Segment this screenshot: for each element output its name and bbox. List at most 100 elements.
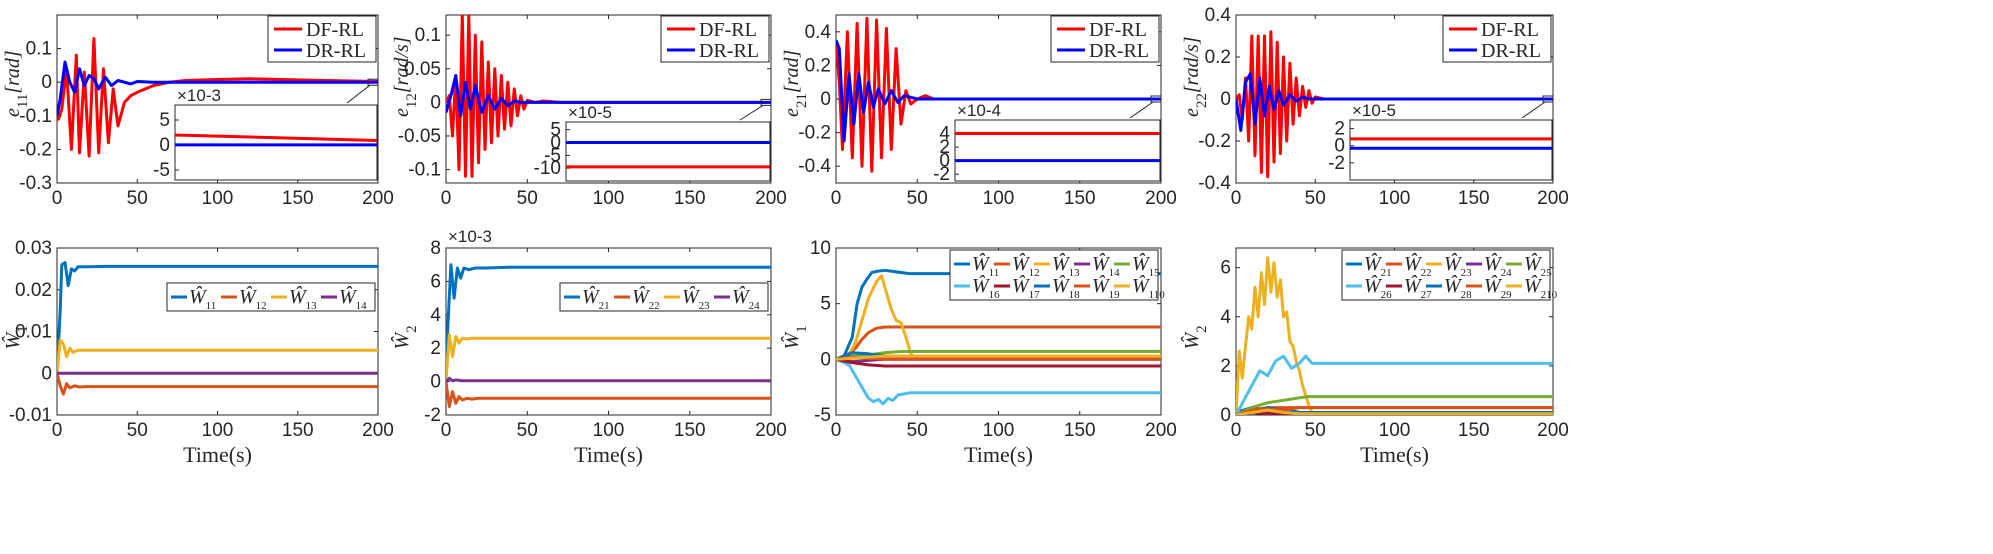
chart-panel-bot4: 0 50 100 150 200 0 2 4 6 Ŵ2 Time(s) Ŵ21 Ŵ22 Ŵ23 Ŵ24 Ŵ25…: [1179, 247, 1569, 467]
legend-box: [660, 15, 770, 63]
inset-frame: [1349, 119, 1553, 181]
legend-entry: Ŵ21: [582, 284, 610, 312]
legend-entry: DR-RL: [306, 40, 366, 62]
y-tick-label: -2: [424, 405, 441, 426]
x-tick-label: 150: [1064, 188, 1096, 209]
x-tick-label: 200: [755, 188, 787, 209]
series-line-13-2: [57, 338, 378, 374]
x-tick-label: 200: [1537, 188, 1569, 209]
series-line-22-1: [446, 381, 771, 409]
y-axis-label: e11[rad]: [2, 50, 31, 117]
x-tick-label: 50: [1305, 420, 1326, 441]
legend-entry: DF-RL: [1089, 19, 1147, 41]
x-tick-label: 50: [517, 188, 538, 209]
y-tick-label: 0.01: [15, 322, 52, 343]
zoom-pointer: [1129, 101, 1154, 119]
inset-y-tick-label: 0: [939, 151, 950, 172]
x-axis-label: Time(s): [183, 442, 252, 467]
x-tick-label: 50: [127, 420, 148, 441]
legend-entry: Ŵ19: [1092, 273, 1120, 301]
x-tick-label: 100: [593, 188, 625, 209]
legend-entry: Ŵ29: [1484, 273, 1512, 301]
x-tick-label: 150: [282, 188, 314, 209]
series-line-21-0: [446, 263, 771, 382]
x-tick-label: 50: [127, 188, 148, 209]
x-tick-label: 150: [282, 420, 314, 441]
y-axis-label: Ŵ2: [1179, 325, 1210, 349]
y-tick-label: -0.3: [19, 173, 52, 194]
legend-entry: DF-RL: [1481, 19, 1539, 41]
zoom-pointer: [1521, 101, 1546, 119]
x-axis-label: Time(s): [574, 442, 643, 467]
y-tick-label: -0.2: [798, 123, 831, 144]
y-tick-label: 0.4: [805, 22, 832, 43]
y-axis-label: e22[rad/s]: [1181, 36, 1210, 117]
series-line-11-0: [836, 268, 1161, 361]
legend-entry: Ŵ26: [1364, 273, 1392, 301]
zoom-pointer: [346, 84, 371, 104]
inset-y-tick-label: 5: [159, 110, 170, 131]
y-tick-label: 5: [820, 294, 831, 315]
zoom-marker: [1542, 95, 1554, 103]
zoom-marker: [367, 78, 379, 86]
legend-entry: DF-RL: [306, 19, 364, 41]
y-tick-label: 0.03: [15, 238, 52, 259]
plot-frame: [56, 247, 379, 416]
legend-box: [1341, 249, 1551, 301]
inset-exponent: ×10-3: [177, 86, 221, 105]
y-axis-label: Ŵ2: [389, 325, 420, 349]
inset-y-tick-label: -5: [153, 160, 170, 181]
inset-y-tick-label: 0: [1334, 136, 1345, 157]
legend-entry: Ŵ15: [1132, 251, 1160, 279]
x-axis-label: Time(s): [964, 442, 1033, 467]
legend-entry: Ŵ28: [1444, 273, 1472, 301]
y-tick-label: 8: [430, 238, 441, 259]
x-tick-label: 50: [517, 420, 538, 441]
y-tick-label: -0.1: [19, 106, 52, 127]
legend-entry: Ŵ210: [1524, 273, 1558, 301]
x-tick-label: 50: [907, 420, 928, 441]
chart-panel-top1: 0 50 100 150 200-0.3-0.2-0.100.1e11[rad]50-5…: [2, 14, 394, 209]
inset-y-tick-label: -5: [544, 145, 561, 166]
legend-box: [1050, 15, 1160, 63]
y-tick-label: 10: [810, 238, 831, 259]
y-tick-label: 4: [1220, 307, 1231, 328]
x-tick-label: 0: [441, 420, 452, 441]
legend-entry: Ŵ14: [339, 284, 367, 312]
x-tick-label: 150: [1458, 188, 1490, 209]
y-tick-label: -0.05: [398, 126, 441, 147]
legend-entry: Ŵ23: [682, 284, 710, 312]
y-axis-label: e21[rad]: [781, 50, 810, 117]
legend-entry: DF-RL: [699, 19, 757, 41]
series-line-11-0: [57, 261, 378, 374]
legend-entry: Ŵ110: [1132, 273, 1165, 301]
x-tick-label: 200: [362, 188, 394, 209]
inset-y-tick-label: 0: [159, 135, 170, 156]
zoom-marker: [760, 98, 772, 106]
series-line-26-5: [1236, 354, 1553, 415]
inset-y-tick-label: 2: [939, 137, 950, 158]
legend-entry: Ŵ24: [1484, 251, 1512, 279]
y-tick-label: 0: [41, 363, 52, 384]
series-line-29-8: [1236, 406, 1553, 415]
legend-entry: Ŵ22: [1404, 251, 1432, 279]
chart-panel-top2: 0 50 100 150 200-0.1-0.0500.050.1e12[rad/s]5…: [391, 14, 787, 209]
x-tick-label: 200: [362, 420, 394, 441]
y-tick-label: 0.2: [805, 55, 831, 76]
legend-entry: Ŵ14: [1092, 251, 1120, 279]
x-tick-label: 0: [1231, 420, 1242, 441]
y-tick-label: 0: [430, 372, 441, 393]
series-line-16-5: [836, 357, 1161, 406]
x-tick-label: 0: [52, 188, 63, 209]
y-tick-label: 0: [41, 72, 52, 93]
legend-entry: DR-RL: [1089, 40, 1149, 62]
legend-entry: Ŵ11: [972, 251, 999, 279]
inset-exponent: ×10-5: [1352, 101, 1396, 120]
y-tick-label: 0.1: [415, 25, 441, 46]
inset-y-tick-label: 0: [550, 133, 561, 154]
legend-entry: Ŵ17: [1012, 273, 1040, 301]
series-line-210-9: [1236, 408, 1553, 415]
legend-entry: DR-RL: [699, 40, 759, 62]
